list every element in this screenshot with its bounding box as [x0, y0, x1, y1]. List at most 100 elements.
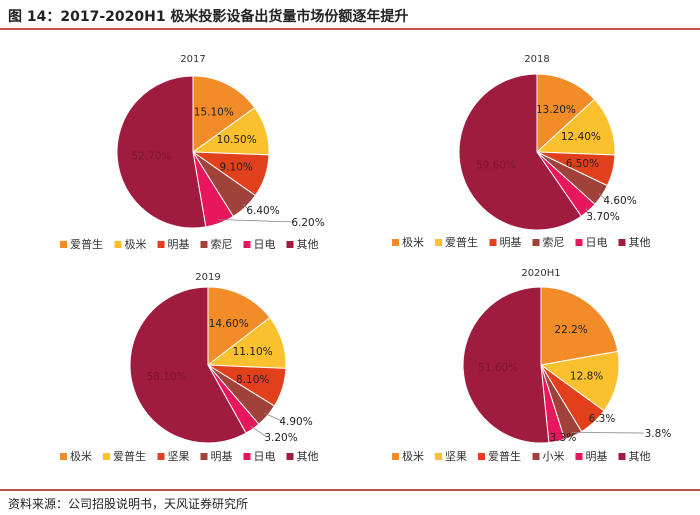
source-note: 资料来源：公司招股说明书，天风证券研究所 — [8, 497, 249, 511]
legend-swatch — [618, 453, 626, 460]
pie-chart-0: 2017 15.10% 10.50% 9.10% 6.40% 6.20% 52.70% 爱普生… — [60, 54, 325, 251]
data-label: 51.60% — [478, 362, 518, 374]
legend-entry: 明基 — [586, 450, 608, 463]
leader-line — [585, 207, 590, 217]
legend-entry: 极米 — [70, 449, 92, 463]
legend-swatch — [60, 241, 67, 248]
legend-swatch — [478, 453, 485, 460]
legend-swatch — [114, 241, 122, 248]
legend-entry: 日电 — [254, 450, 276, 463]
data-label: 6.40% — [246, 205, 279, 217]
bottom-rule — [0, 489, 700, 491]
legend-swatch — [532, 239, 540, 246]
legend-swatch — [435, 453, 442, 460]
legend-swatch — [435, 239, 442, 246]
data-label: 3.8% — [645, 428, 672, 440]
pie-slice — [462, 286, 550, 444]
legend-swatch — [243, 241, 251, 248]
legend-entry: 坚果 — [168, 450, 190, 463]
chart-title: 2019 — [195, 272, 220, 283]
legend-entry: 爱普生 — [113, 449, 146, 463]
data-label: 10.50% — [217, 134, 257, 146]
legend-entry: 明基 — [211, 450, 233, 463]
legend-entry: 其他 — [629, 450, 651, 463]
pie-slice — [458, 73, 582, 231]
pie-chart-2: 2019 14.60% 11.10% 8.10% 4.90% 3.20% 58.10% 极米 爱… — [60, 272, 319, 463]
data-label: 15.10% — [194, 106, 234, 118]
data-label: 11.10% — [233, 346, 273, 358]
pie-chart-1: 2018 13.20% 12.40% 6.50% 4.60% 3.70% 59.60% 极米 爱… — [392, 54, 651, 249]
legend-entry: 索尼 — [211, 237, 233, 251]
legend-swatch — [286, 241, 294, 248]
leader-line — [598, 193, 607, 201]
figure-title: 图 14：2017-2020H1 极米投影设备出货量市场份额逐年提升 — [8, 9, 409, 25]
data-label: 12.40% — [561, 131, 601, 143]
data-label: 8.10% — [236, 374, 269, 386]
data-label: 52.70% — [131, 151, 171, 163]
legend-swatch — [532, 453, 540, 460]
data-label: 6.3% — [589, 413, 616, 425]
legend-entry: 极米 — [402, 449, 424, 463]
data-label: 14.60% — [209, 318, 249, 330]
data-label: 3.20% — [264, 432, 297, 444]
pie-slice — [192, 75, 256, 153]
data-label: 6.20% — [291, 217, 324, 229]
pie-slice — [129, 286, 247, 444]
leader-line — [250, 425, 268, 438]
data-label: 59.60% — [476, 160, 516, 172]
leader-line — [242, 204, 250, 211]
legend-entry: 索尼 — [543, 235, 565, 249]
top-rule — [0, 28, 700, 30]
data-label: 3.70% — [586, 211, 619, 223]
legend-swatch — [575, 239, 583, 246]
legend-entry: 明基 — [500, 236, 522, 249]
data-label: 58.10% — [146, 371, 186, 383]
legend-entry: 日电 — [254, 238, 276, 251]
pie-slice — [536, 73, 596, 154]
leader-line — [571, 432, 645, 434]
legend-swatch — [392, 239, 399, 246]
data-label: 22.2% — [554, 324, 587, 336]
legend-swatch — [60, 453, 67, 460]
legend-entry: 爱普生 — [70, 237, 103, 251]
legend-entry: 小米 — [543, 450, 565, 463]
legend-swatch — [392, 453, 399, 460]
data-label: 12.8% — [570, 371, 603, 383]
legend-swatch — [157, 241, 165, 248]
data-label: 3.3% — [550, 432, 577, 444]
pie-slice — [540, 286, 619, 366]
legend-entry: 极米 — [402, 235, 424, 249]
pie-slice — [535, 98, 616, 156]
legend-swatch — [200, 241, 208, 248]
leader-line — [218, 219, 295, 223]
legend-entry: 其他 — [297, 450, 319, 463]
pie-slice — [116, 75, 207, 229]
data-label: 9.10% — [220, 162, 253, 174]
legend-entry: 日电 — [586, 236, 608, 249]
legend-entry: 极米 — [125, 237, 147, 251]
pie-chart-3: 2020H1 22.2% 12.8% 6.3% 3.8% 3.3% 51.60% 极米 坚果 爱普… — [392, 268, 671, 463]
legend-swatch — [575, 453, 583, 460]
legend-swatch — [157, 453, 165, 460]
data-label: 6.50% — [566, 158, 599, 170]
chart-title: 2017 — [180, 54, 205, 65]
leader-line — [264, 412, 283, 422]
pie-slice — [539, 350, 620, 412]
legend-swatch — [489, 239, 497, 246]
legend-entry: 坚果 — [445, 450, 467, 463]
legend-swatch — [200, 453, 208, 460]
pie-slice — [207, 286, 271, 367]
data-label: 4.90% — [279, 416, 312, 428]
data-label: 13.20% — [536, 104, 576, 116]
legend-entry: 其他 — [629, 236, 651, 249]
legend-entry: 明基 — [168, 238, 190, 251]
legend-swatch — [243, 453, 251, 460]
data-label: 4.60% — [603, 195, 636, 207]
legend-swatch — [103, 453, 110, 460]
chart-title: 2020H1 — [521, 268, 560, 279]
legend-entry: 爱普生 — [488, 449, 521, 463]
legend-swatch — [286, 453, 294, 460]
legend-entry: 爱普生 — [445, 235, 478, 249]
chart-title: 2018 — [524, 54, 549, 65]
